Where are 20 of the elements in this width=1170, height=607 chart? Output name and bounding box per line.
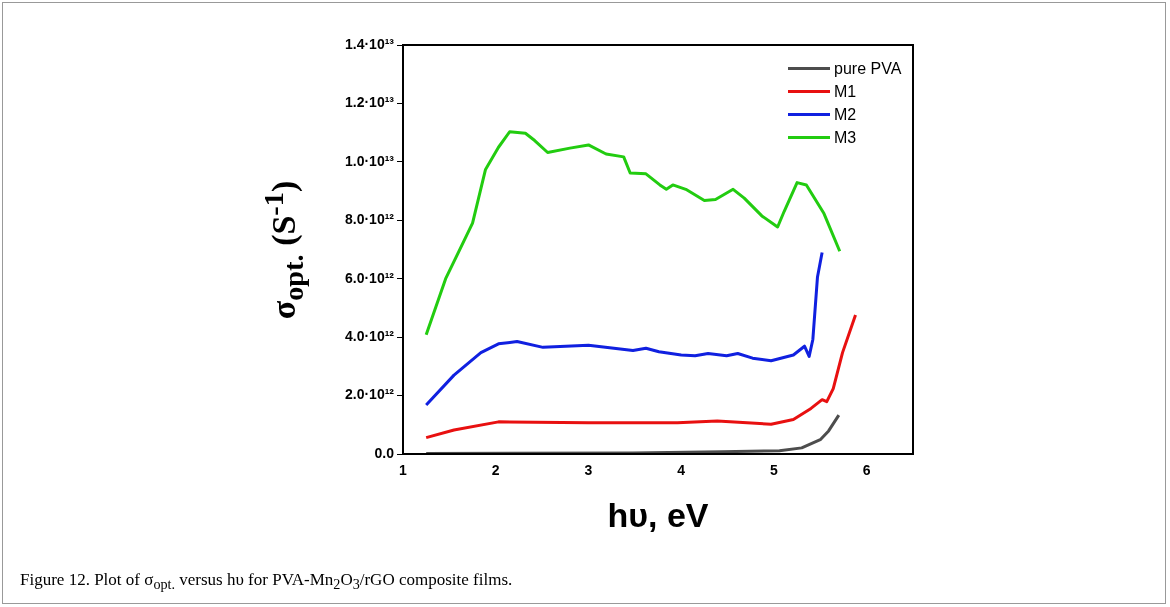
legend-label: M1	[834, 82, 857, 102]
y-tick-label: 1.4·10¹³	[344, 35, 395, 52]
y-tick-label: 1.0·10¹³	[344, 152, 395, 169]
x-tick-label: 5	[770, 462, 779, 479]
y-tick-label: 4.0·10¹²	[344, 328, 395, 344]
x-axis-title: hυ, eV	[607, 496, 709, 535]
y-tick-label: 1.2·10¹³	[344, 94, 395, 111]
legend-label: M2	[834, 105, 857, 125]
x-tick-label: 4	[677, 462, 686, 479]
x-tick-label: 2	[491, 462, 500, 479]
y-tick-label: 8.0·10¹²	[344, 211, 395, 228]
legend-label: M3	[834, 128, 857, 148]
y-tick-label: 6.0·10¹²	[344, 269, 395, 286]
caption: Figure 12. Plot of σ$_{opt.}$ versus hυ for PVA-Mn$_{2}$O$_{3}$/rGO composite films.	[20, 570, 513, 594]
y-tick-label: 0.0	[374, 444, 395, 461]
y-tick-label: 2.0·10¹²	[344, 386, 395, 403]
x-tick-label: 6	[862, 462, 871, 479]
x-tick-label: 3	[584, 462, 593, 479]
x-tick-label: 1	[399, 462, 408, 479]
legend-label: pure PVA	[834, 59, 902, 79]
